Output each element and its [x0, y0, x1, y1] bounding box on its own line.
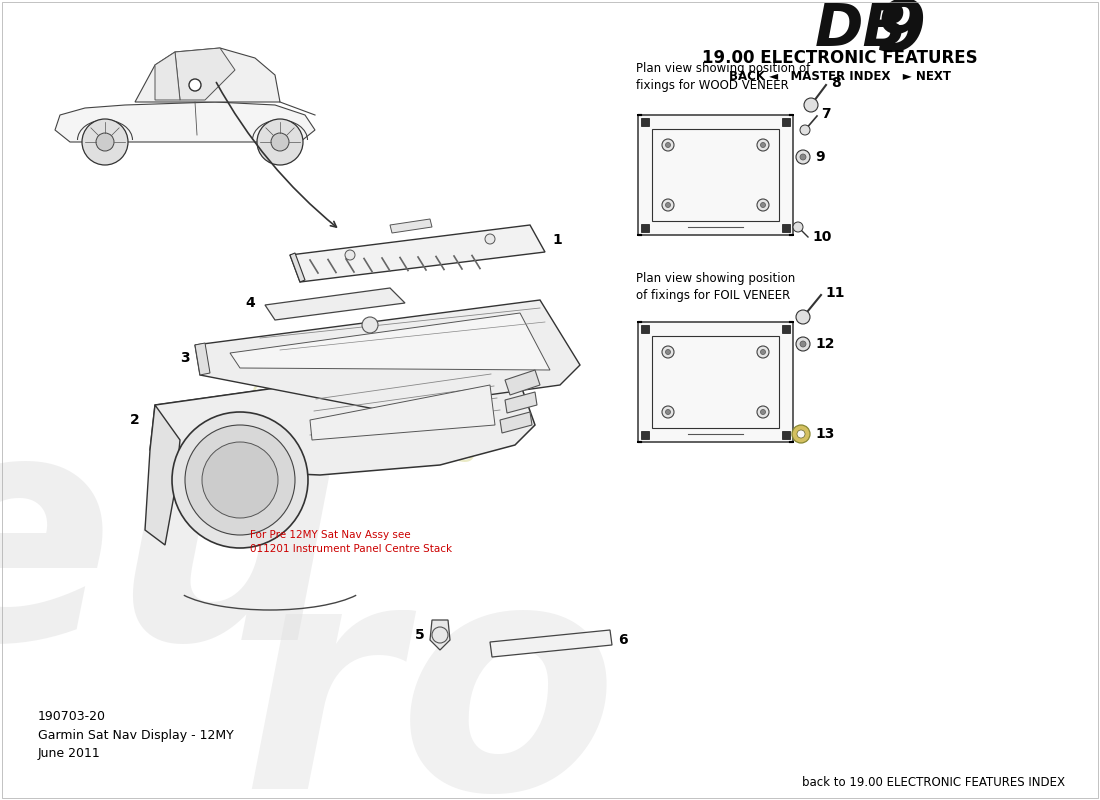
Text: 11: 11: [825, 286, 845, 300]
Circle shape: [800, 125, 810, 135]
Text: 6: 6: [618, 633, 628, 647]
Polygon shape: [390, 219, 432, 233]
Circle shape: [804, 98, 818, 112]
Text: 12: 12: [815, 337, 835, 351]
Circle shape: [662, 406, 674, 418]
Polygon shape: [230, 313, 550, 370]
Text: BACK ◄   MASTER INDEX   ► NEXT: BACK ◄ MASTER INDEX ► NEXT: [729, 70, 952, 82]
Text: 7: 7: [821, 107, 830, 121]
Polygon shape: [135, 48, 280, 102]
Bar: [782, 325, 790, 333]
Circle shape: [662, 139, 674, 151]
Polygon shape: [265, 288, 405, 320]
Text: 8: 8: [830, 76, 840, 90]
Polygon shape: [150, 355, 535, 475]
Text: 1: 1: [552, 233, 562, 247]
Circle shape: [82, 119, 128, 165]
Circle shape: [800, 154, 806, 160]
Text: 13: 13: [815, 427, 835, 441]
Bar: [782, 118, 790, 126]
Circle shape: [362, 317, 378, 333]
Polygon shape: [505, 370, 540, 395]
Circle shape: [796, 337, 810, 351]
Circle shape: [798, 430, 805, 438]
Polygon shape: [55, 102, 315, 142]
Circle shape: [796, 150, 810, 164]
Bar: [641, 325, 649, 333]
Polygon shape: [155, 355, 520, 445]
Text: 190703-20
Garmin Sat Nav Display - 12MY
June 2011: 190703-20 Garmin Sat Nav Display - 12MY …: [39, 710, 233, 761]
Text: a passion for
aston martin
parts since 1985: a passion for aston martin parts since 1…: [222, 372, 477, 468]
Bar: [638, 322, 793, 442]
Polygon shape: [430, 620, 450, 650]
Text: 5: 5: [416, 628, 425, 642]
Bar: [641, 118, 649, 126]
Circle shape: [172, 412, 308, 548]
Bar: [641, 431, 649, 439]
Text: 19.00 ELECTRONIC FEATURES: 19.00 ELECTRONIC FEATURES: [702, 49, 978, 67]
Polygon shape: [290, 253, 305, 282]
Circle shape: [757, 199, 769, 211]
Text: 3: 3: [180, 351, 190, 365]
Circle shape: [757, 346, 769, 358]
Text: 10: 10: [812, 230, 832, 244]
Bar: [652, 336, 779, 428]
Text: ro: ro: [241, 546, 618, 800]
Polygon shape: [505, 392, 537, 413]
Polygon shape: [500, 412, 532, 433]
Polygon shape: [195, 343, 210, 375]
Circle shape: [666, 410, 671, 414]
Polygon shape: [175, 48, 235, 100]
Circle shape: [760, 350, 766, 354]
Circle shape: [760, 202, 766, 207]
Circle shape: [189, 79, 201, 91]
Text: 2: 2: [130, 413, 140, 427]
Text: DB: DB: [815, 2, 908, 58]
Circle shape: [757, 406, 769, 418]
Circle shape: [202, 442, 278, 518]
Circle shape: [662, 346, 674, 358]
Text: eu: eu: [0, 395, 342, 705]
Text: Plan view showing position of
fixings for WOOD VENEER: Plan view showing position of fixings fo…: [636, 62, 811, 92]
Circle shape: [800, 341, 806, 347]
Circle shape: [485, 234, 495, 244]
Circle shape: [666, 350, 671, 354]
Bar: [782, 224, 790, 232]
Text: Plan view showing position
of fixings for FOIL VENEER: Plan view showing position of fixings fo…: [636, 272, 795, 302]
Bar: [782, 431, 790, 439]
Text: back to 19.00 ELECTRONIC FEATURES INDEX: back to 19.00 ELECTRONIC FEATURES INDEX: [802, 775, 1065, 789]
Circle shape: [666, 202, 671, 207]
Polygon shape: [155, 52, 180, 100]
Text: For Pre 12MY Sat Nav Assy see
011201 Instrument Panel Centre Stack: For Pre 12MY Sat Nav Assy see 011201 Ins…: [250, 530, 452, 554]
Circle shape: [666, 142, 671, 147]
Bar: [652, 129, 779, 221]
Circle shape: [757, 139, 769, 151]
Circle shape: [792, 425, 810, 443]
Circle shape: [760, 410, 766, 414]
Polygon shape: [195, 300, 580, 410]
Circle shape: [760, 142, 766, 147]
Bar: [641, 224, 649, 232]
Polygon shape: [145, 405, 180, 545]
Polygon shape: [490, 630, 612, 657]
Circle shape: [185, 425, 295, 535]
Circle shape: [793, 222, 803, 232]
Text: 4: 4: [245, 296, 255, 310]
Circle shape: [271, 133, 289, 151]
Circle shape: [257, 119, 303, 165]
Polygon shape: [290, 225, 544, 282]
Text: 9: 9: [815, 150, 825, 164]
Circle shape: [345, 250, 355, 260]
Circle shape: [662, 199, 674, 211]
Polygon shape: [310, 385, 495, 440]
Text: 9: 9: [874, 0, 925, 66]
Bar: [638, 115, 793, 235]
Circle shape: [796, 310, 810, 324]
Circle shape: [96, 133, 114, 151]
